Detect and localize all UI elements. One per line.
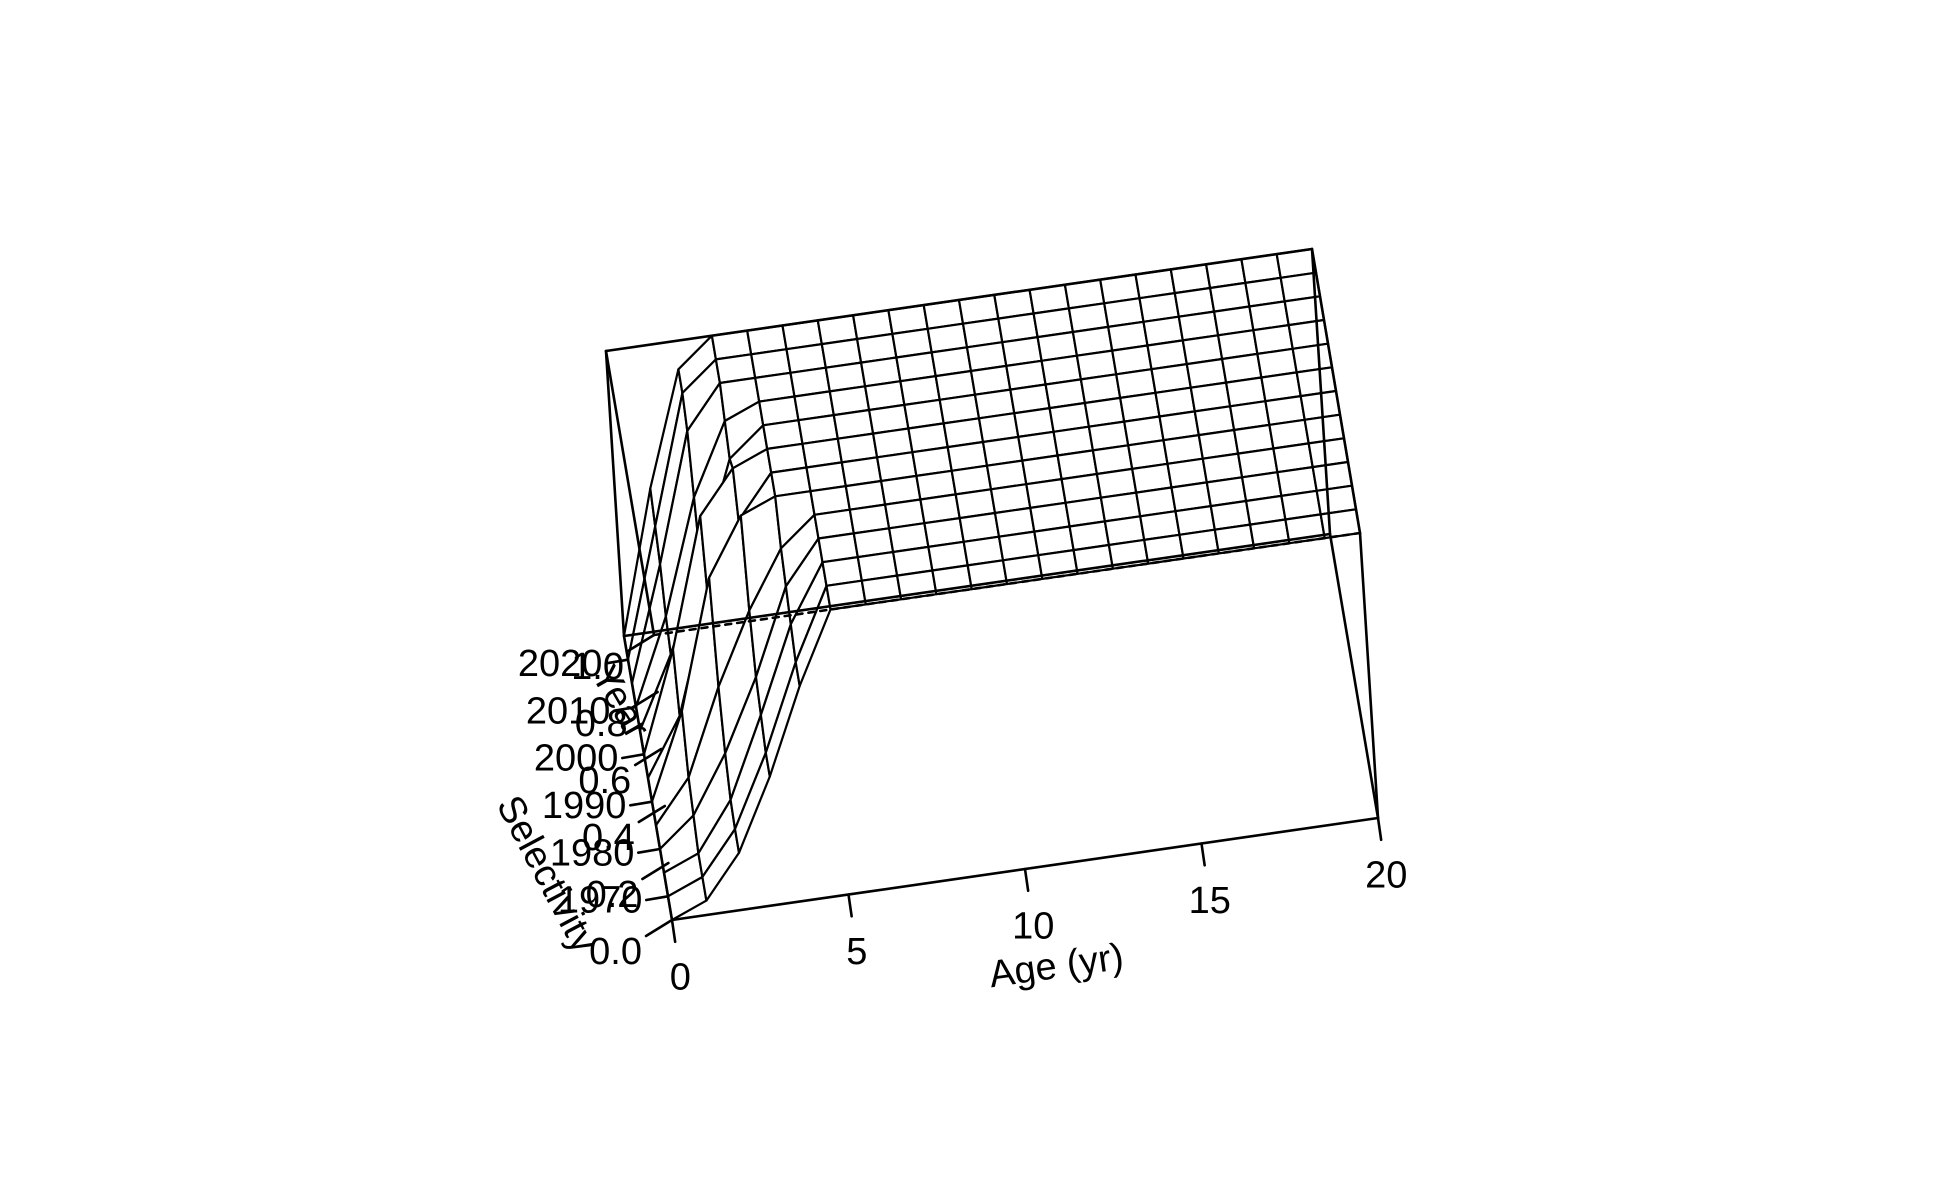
x-axis-tick-label: 10 — [1012, 905, 1054, 947]
bounding-box — [604, 247, 1380, 922]
y-axis-tick-label: 2000 — [534, 738, 619, 780]
y-axis-tick-label: 1980 — [550, 832, 635, 874]
x-axis-tick — [670, 918, 677, 944]
box-edge-front — [1358, 531, 1380, 820]
z-axis-tick-label: 0.4 — [582, 817, 635, 859]
y-axis-tick — [637, 847, 662, 854]
y-axis-tick-label: 1990 — [542, 785, 627, 827]
box-edge-dashed — [652, 531, 1362, 637]
box-edge-top — [604, 349, 656, 637]
x-axis-tick — [1023, 867, 1030, 893]
z-axis-tick-label: 0.6 — [578, 760, 631, 802]
y-axis-tick-label: 2020 — [518, 643, 603, 685]
z-axis-tick-label: 1.0 — [571, 646, 624, 688]
z-axis-tick-label: 0.8 — [575, 703, 628, 745]
y-axis-tick-label: 1970 — [558, 880, 643, 922]
x-axis-tick-label: 15 — [1189, 880, 1231, 922]
box-edge-back — [1310, 247, 1332, 536]
x-axis-tick — [1376, 816, 1383, 842]
z-axis-tick — [626, 633, 656, 653]
y-axis-tick — [645, 895, 670, 902]
box-edge-front — [604, 349, 626, 638]
y-axis-tick — [621, 753, 646, 760]
y-axis-tick-label: 2010 — [526, 690, 611, 732]
x-axis-title: Age (yr) — [986, 936, 1126, 996]
z-axis-tick — [630, 690, 659, 710]
surface-layer — [622, 247, 1362, 922]
box-edge-front — [622, 634, 674, 922]
z-axis-tick — [637, 804, 667, 824]
z-axis-tick — [633, 747, 663, 767]
box-edge-back — [622, 532, 1332, 638]
y-axis-tick — [605, 658, 630, 665]
x-axis-tick-label: 20 — [1365, 854, 1407, 896]
z-axis-tick-label: 0.2 — [586, 874, 639, 916]
y-axis-tick — [629, 800, 654, 807]
z-axis-tick-label: 0.0 — [589, 931, 642, 973]
x-axis-tick-label: 0 — [670, 956, 691, 998]
box-edge-back — [1328, 532, 1380, 820]
box-edge-top — [1310, 247, 1362, 535]
x-axis-tick — [847, 893, 853, 918]
z-axis-tick — [641, 861, 670, 881]
x-axis-tick-label: 5 — [846, 931, 867, 973]
x-axis-tick — [1200, 842, 1206, 867]
box-edge-top — [604, 247, 1314, 353]
z-axis-tick — [644, 918, 674, 938]
axes: 0 5 10 15 20 1970 1980 1990 2000 2010 2020 0.0 0.2 0.… — [518, 633, 1407, 998]
